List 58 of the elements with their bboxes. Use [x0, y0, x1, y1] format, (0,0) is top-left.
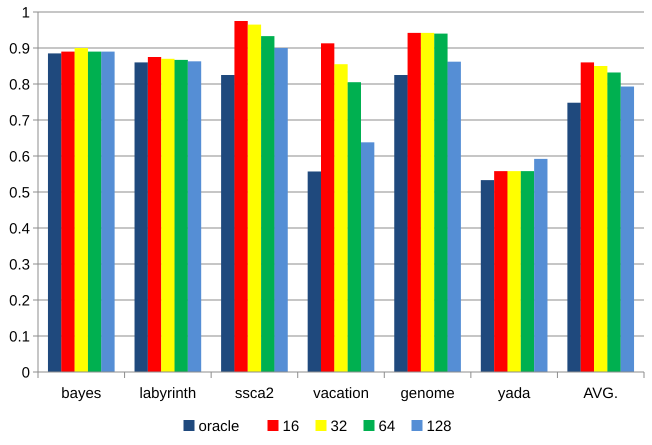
y-tick-label: 0.2: [9, 292, 30, 310]
bar: [134, 62, 148, 372]
bar: [480, 180, 494, 372]
bar: [394, 75, 408, 372]
x-tick-label: yada: [498, 385, 532, 402]
y-tick-label: 0.4: [9, 220, 30, 238]
legend-label: 128: [426, 418, 452, 435]
bar: [221, 75, 234, 372]
x-tick-label: genome: [400, 385, 455, 402]
bar: [148, 57, 162, 372]
y-tick-label: 0.7: [9, 112, 30, 130]
bar: [580, 62, 594, 372]
bar: [188, 61, 202, 372]
bar: [620, 86, 634, 372]
bar: [334, 64, 348, 372]
bar: [607, 72, 621, 372]
bar: [61, 52, 75, 372]
bar: [161, 58, 175, 372]
bar: [261, 36, 274, 372]
bar: [248, 24, 262, 372]
bar: [434, 34, 448, 372]
bar: [520, 171, 534, 372]
bar: [361, 142, 374, 372]
y-tick-label: 0.5: [9, 184, 30, 202]
y-tick-label: 0.8: [9, 76, 30, 94]
bar: [174, 60, 188, 372]
bar: [88, 52, 102, 372]
bar: [348, 82, 361, 372]
x-tick-label: AVG.: [583, 385, 618, 402]
bar: [594, 66, 608, 372]
bar: [321, 43, 334, 372]
y-tick-label: 0.3: [9, 256, 30, 274]
bar: [308, 171, 321, 372]
legend-label: 16: [282, 418, 300, 435]
bar: [101, 52, 115, 372]
bar: [74, 48, 88, 372]
x-tick-label: labyrinth: [140, 385, 196, 402]
bar: [507, 171, 521, 372]
bar: [567, 102, 581, 372]
bar: [534, 158, 548, 372]
legend-label: oracle: [198, 418, 240, 435]
y-tick-label: 0.9: [9, 40, 30, 58]
legend-label: 32: [330, 418, 348, 435]
bar: [48, 53, 62, 372]
legend-label: 64: [378, 418, 396, 435]
y-tick-label: 0: [22, 364, 30, 382]
y-tick-label: 0.6: [9, 148, 30, 166]
x-tick-label: vacation: [313, 385, 369, 402]
bar: [420, 32, 434, 372]
bar: [234, 21, 248, 372]
x-tick-label: bayes: [61, 385, 102, 402]
y-tick-label: 0.1: [9, 328, 30, 346]
bar: [448, 62, 461, 372]
bar: [274, 48, 288, 372]
x-tick-label: ssca2: [234, 385, 274, 402]
bar: [408, 32, 421, 372]
bar: [494, 171, 508, 372]
y-tick-label: 1: [22, 4, 30, 22]
